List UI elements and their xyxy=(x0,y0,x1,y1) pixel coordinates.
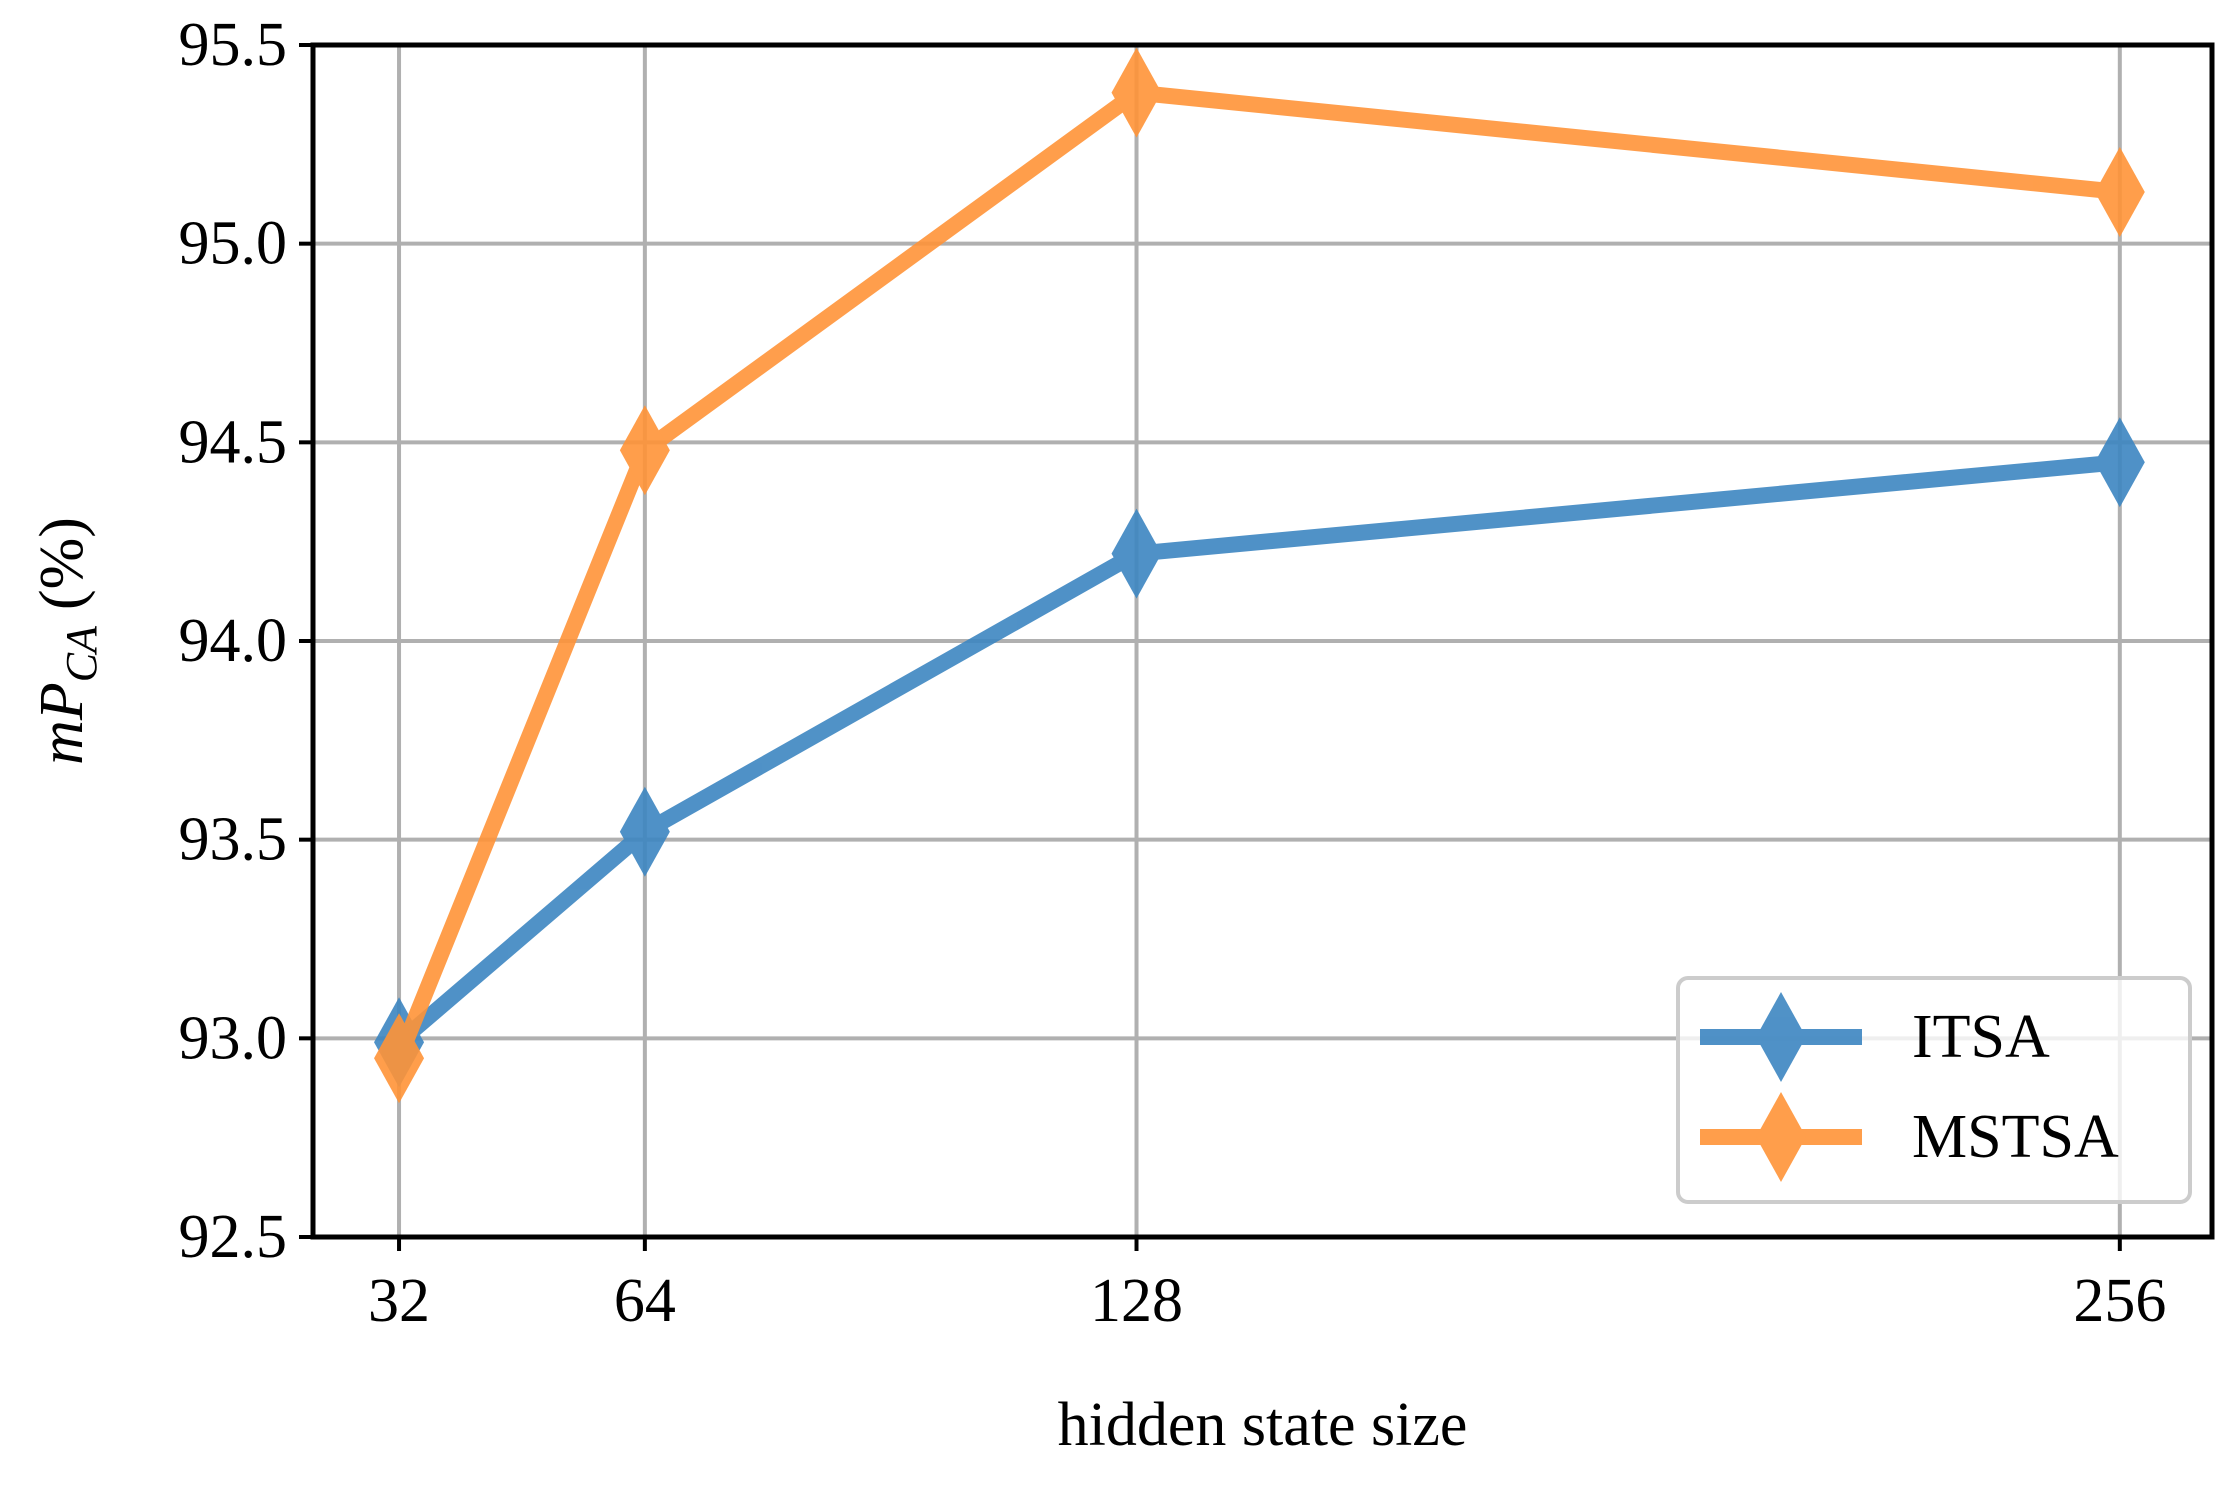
y-tick-label: 95.5 xyxy=(179,11,288,79)
legend-entry xyxy=(1700,992,1862,1082)
data-point-mstsa xyxy=(1111,47,1162,138)
x-axis-title: hidden state size xyxy=(1058,1391,1468,1459)
series-mstsa xyxy=(374,47,2145,1104)
tick-layer: 92.5 93.0 93.5 94.0 94.5 95.0 95.5 32 64 128 256 xyxy=(179,11,2167,1335)
series-line-mstsa xyxy=(391,84,2121,1062)
y-axis-title: mPCA (%) xyxy=(28,517,106,765)
legend-label: ITSA xyxy=(1912,1003,2050,1071)
x-tick-label: 256 xyxy=(2073,1267,2166,1335)
y-axis-title-math: mP xyxy=(28,682,96,765)
x-tick-label: 32 xyxy=(368,1267,430,1335)
y-tick-label: 93.5 xyxy=(179,806,288,874)
y-axis-title-suffix: (%) xyxy=(28,517,96,610)
legend-marker xyxy=(1756,1092,1806,1182)
y-tick-label: 94.5 xyxy=(179,408,288,476)
data-point-itsa xyxy=(2094,417,2145,508)
y-tick-label: 93.0 xyxy=(179,1004,288,1072)
y-axis-title-subscript: CA xyxy=(57,625,106,682)
data-point-mstsa xyxy=(374,1013,425,1104)
data-point-itsa xyxy=(619,786,670,877)
y-tick-label: 94.0 xyxy=(179,607,288,675)
data-point-mstsa xyxy=(619,405,670,496)
data-point-mstsa xyxy=(2094,147,2145,238)
legend-marker xyxy=(1756,992,1806,1082)
data-point-itsa xyxy=(1111,508,1162,599)
x-tick-label: 128 xyxy=(1090,1267,1183,1335)
legend-label: MSTSA xyxy=(1912,1103,2119,1171)
series-layer xyxy=(374,47,2145,1104)
y-tick-label: 95.0 xyxy=(179,210,288,278)
y-tick-label: 92.5 xyxy=(179,1203,288,1271)
series-line-itsa xyxy=(393,454,2121,1049)
legend: ITSA MSTSA xyxy=(1676,976,2192,1204)
legend-entry xyxy=(1700,1092,1862,1182)
x-tick-label: 64 xyxy=(614,1267,676,1335)
